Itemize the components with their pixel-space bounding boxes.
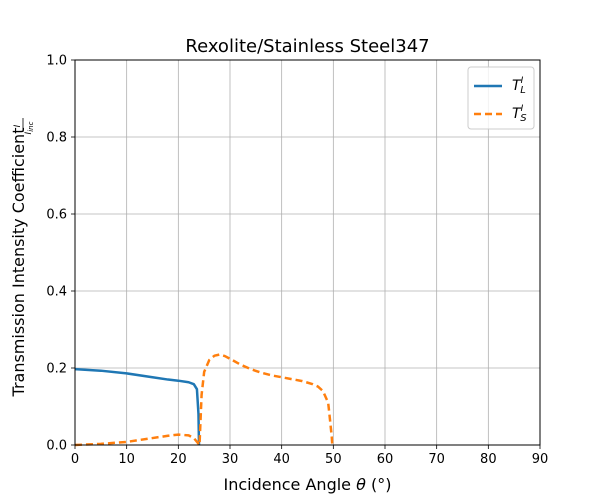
legend-label-longitudinal: TI L: [512, 76, 526, 96]
legend-box: [467, 66, 535, 130]
y-axis-label: Transmission Intensity Coefficient I Iin…: [9, 118, 35, 397]
y-tick-label: 1.0: [46, 54, 67, 69]
y-tick-label: 0.2: [46, 362, 67, 377]
legend: TI L TI S: [467, 66, 535, 130]
y-tick-label: 0.8: [46, 131, 67, 146]
y-axis-label-denominator: Iinc: [24, 121, 35, 134]
axis-ticks: 0 10 20 30 40 50 60 70 80 90 0.0 0.2 0.4 0.6 0.8 1.0: [46, 54, 548, 468]
y-axis-label-denominator-base: I: [24, 131, 34, 134]
plot-frame: [74, 59, 541, 446]
x-tick-label: 60: [377, 452, 394, 467]
x-axis-label: Incidence Angle θ (°): [224, 475, 392, 494]
y-axis-label-numerator: I: [13, 124, 23, 127]
y-axis-label-text: Transmission Intensity Coefficient: [9, 128, 28, 398]
y-tick-label: 0.4: [46, 285, 67, 300]
x-tick-label: 40: [273, 452, 290, 467]
x-tick-label: 30: [222, 452, 239, 467]
x-axis-label-theta: θ: [356, 475, 366, 494]
chart-title: Rexolite/Stainless Steel347: [185, 36, 429, 57]
x-tick-label: 80: [480, 452, 497, 467]
data-series: [74, 353, 334, 447]
y-axis-label-fraction: I Iinc: [13, 118, 35, 134]
x-tick-label: 90: [532, 452, 549, 467]
y-tick-label: 0.6: [46, 208, 67, 223]
legend-label-shear: TI S: [512, 104, 527, 124]
x-tick-label: 20: [170, 452, 187, 467]
x-tick-label: 50: [325, 452, 342, 467]
longitudinal-transmission-line: [74, 367, 201, 446]
shear-transmission-line: [74, 353, 334, 447]
x-tick-label: 70: [428, 452, 445, 467]
x-tick-label: 10: [118, 452, 135, 467]
x-axis-label-part: Incidence Angle: [224, 475, 357, 494]
x-tick-label: 0: [71, 452, 79, 467]
y-tick-label: 0.0: [46, 439, 67, 454]
y-axis-label-denominator-subscript: inc: [27, 121, 35, 131]
x-axis-label-part: (°): [366, 475, 392, 494]
